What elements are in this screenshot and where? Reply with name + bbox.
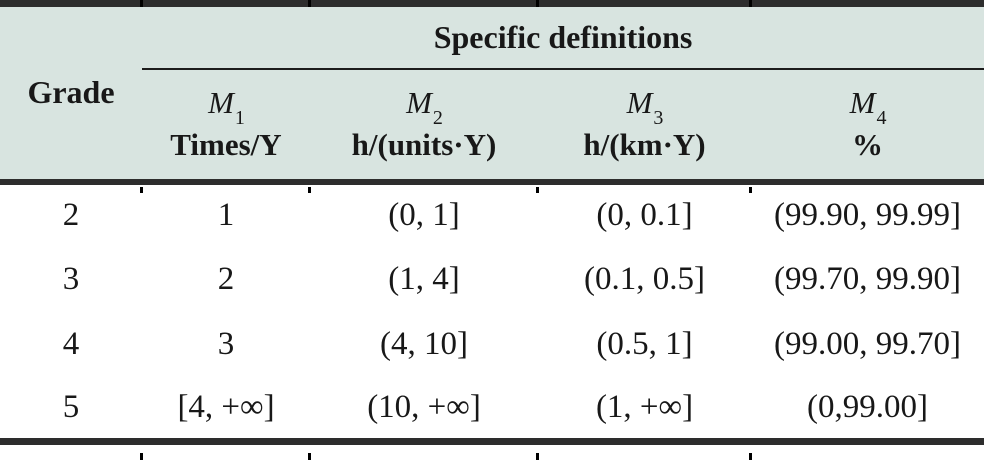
m3-symbol: M3 [626,85,664,130]
rule-tick [308,453,311,460]
grade-cell: 4 [0,311,142,377]
column-header-m4: M4 % [751,68,984,185]
m4-cell: (99.90, 99.99] [751,181,984,247]
grade-cell: 5 [0,376,142,445]
m1-cell: 2 [142,246,310,312]
m2-unit: h/(units·Y) [351,127,497,162]
table-row: 2 1 (0, 1] (0, 0.1] (99.90, 99.99] [0,181,984,247]
rule-tick [140,453,143,460]
rule-tick [140,0,143,7]
rule-tick [308,0,311,7]
grade-cell: 3 [0,246,142,312]
m4-cell: (99.00, 99.70] [751,311,984,377]
table-row: 4 3 (4, 10] (0.5, 1] (99.00, 99.70] [0,311,984,377]
m3-cell: (0.1, 0.5] [538,246,751,312]
table-row: 3 2 (1, 4] (0.1, 0.5] (99.70, 99.90] [0,246,984,312]
column-header-m2: M2 h/(units·Y) [310,68,538,185]
m4-cell: (0,99.00] [751,376,984,445]
m1-cell: 3 [142,311,310,377]
m2-cell: (4, 10] [310,311,538,377]
m3-unit: h/(km·Y) [583,127,706,162]
m4-cell: (99.70, 99.90] [751,246,984,312]
rule-tick [749,0,752,7]
table-row: 5 [4, +∞] (10, +∞] (1, +∞] (0,99.00] [0,376,984,445]
m4-symbol: M4 [849,85,887,130]
column-header-m3: M3 h/(km·Y) [538,68,751,185]
specific-definitions-header: Specific definitions [142,3,984,70]
m4-unit: % [852,127,884,162]
m3-cell: (1, +∞] [538,376,751,445]
rule-tick [749,187,752,193]
rule-tick [749,453,752,460]
m2-cell: (1, 4] [310,246,538,312]
rule-tick [536,0,539,7]
grade-cell: 2 [0,181,142,247]
rule-tick [536,453,539,460]
m3-cell: (0.5, 1] [538,311,751,377]
grade-definitions-table: Grade Specific definitions M1 Times/Y M2… [0,0,984,445]
column-header-m1: M1 Times/Y [142,68,310,185]
grade-column-header: Grade [0,3,142,185]
sub-header-row: M1 Times/Y M2 h/(units·Y) M3 h/(km·Y) M4… [0,68,984,185]
m1-cell: 1 [142,181,310,247]
m1-symbol: M1 [208,85,245,130]
m2-cell: (0, 1] [310,181,538,247]
group-header-row: Grade Specific definitions [0,3,984,185]
rule-tick [140,187,143,193]
m1-cell: [4, +∞] [142,376,310,445]
m2-symbol: M2 [406,85,443,130]
m2-cell: (10, +∞] [310,376,538,445]
rule-tick [308,187,311,193]
rule-tick [536,187,539,193]
m1-unit: Times/Y [170,127,282,162]
m3-cell: (0, 0.1] [538,181,751,247]
